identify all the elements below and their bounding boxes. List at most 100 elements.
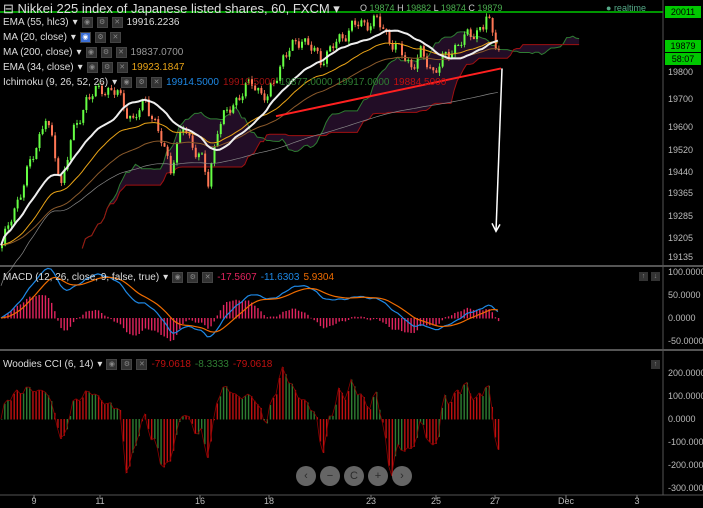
cci-histogram-bar xyxy=(416,419,419,438)
pane-up-button[interactable]: ↑ xyxy=(651,360,660,369)
candle xyxy=(132,115,135,118)
candle xyxy=(322,63,325,66)
cci-line xyxy=(0,365,499,476)
pane-up-button[interactable]: ↑ xyxy=(639,272,648,281)
cci-histogram-bar xyxy=(488,385,490,420)
cci-histogram-bar xyxy=(297,397,300,420)
candle xyxy=(372,15,375,27)
gear-icon[interactable]: ⚙ xyxy=(136,77,148,88)
macd-histogram-bar xyxy=(263,315,265,319)
candle xyxy=(416,57,419,69)
cci-histogram-bar xyxy=(222,387,225,420)
zoom-in-button[interactable]: + xyxy=(368,466,388,486)
candle xyxy=(194,147,197,158)
cci-histogram-bar xyxy=(235,393,237,420)
eye-icon[interactable]: ◉ xyxy=(79,32,91,43)
macd-axis-label: -50.0000 xyxy=(668,336,703,346)
eye-icon[interactable]: ◉ xyxy=(81,17,93,28)
cci-histogram-bar xyxy=(176,419,178,435)
close-icon[interactable]: ✕ xyxy=(111,17,123,28)
candle xyxy=(213,146,216,164)
legend-ichimoku[interactable]: Ichimoku (9, 26, 52, 26) ▾ ◉ ⚙ ✕ 19914.500… xyxy=(3,77,447,88)
macd-histogram-bar xyxy=(147,318,150,330)
time-axis-label: 11 xyxy=(95,496,105,506)
close-icon[interactable]: ✕ xyxy=(136,359,148,370)
cci-histogram-bar xyxy=(66,419,69,430)
macd-histogram-bar xyxy=(316,318,319,323)
candle xyxy=(294,40,297,42)
eye-icon[interactable]: ◉ xyxy=(121,77,133,88)
close-icon[interactable]: ✕ xyxy=(115,47,127,58)
macd-histogram-bar xyxy=(279,314,281,319)
close-icon[interactable]: ✕ xyxy=(151,77,163,88)
candle xyxy=(429,67,432,69)
macd-histogram-bar xyxy=(476,309,478,319)
cci-histogram-bar xyxy=(216,403,219,420)
gear-icon[interactable]: ⚙ xyxy=(94,32,106,43)
gear-icon[interactable]: ⚙ xyxy=(101,62,113,73)
candle xyxy=(360,20,363,27)
gear-icon[interactable]: ⚙ xyxy=(121,359,133,370)
macd-histogram-bar xyxy=(329,318,331,326)
reset-chart-button[interactable]: C xyxy=(344,466,364,486)
close-icon[interactable]: ✕ xyxy=(109,32,121,43)
macd-histogram-bar xyxy=(216,315,219,319)
candle xyxy=(357,24,360,27)
eye-icon[interactable]: ◉ xyxy=(86,62,98,73)
legend-ema34[interactable]: EMA (34, close) ▾ ◉ ⚙ ✕ 19923.1847 xyxy=(3,62,185,73)
eye-icon[interactable]: ◉ xyxy=(106,359,118,370)
macd-histogram-bar xyxy=(394,318,397,330)
legend-macd[interactable]: MACD (12, 26, close, 9, false, true) ▾ ◉… xyxy=(3,272,335,283)
macd-histogram-bar xyxy=(379,318,381,321)
candle xyxy=(166,146,169,156)
symbol-title[interactable]: ⊟ Nikkei 225 index of Japanese listed sh… xyxy=(3,1,340,16)
collapse-icon[interactable]: ⊟ xyxy=(3,1,18,16)
macd-histogram-bar xyxy=(76,318,78,320)
cci-histogram-bar xyxy=(35,391,37,420)
candle xyxy=(319,51,322,66)
macd-histogram-bar xyxy=(407,318,409,333)
macd-histogram-bar xyxy=(138,318,140,334)
macd-histogram-bar xyxy=(110,318,112,320)
candle xyxy=(47,120,50,126)
cci-histogram-bar xyxy=(419,419,422,422)
macd-histogram-bar xyxy=(282,311,284,319)
legend-ma200[interactable]: MA (200, close) ▾ ◉ ⚙ ✕ 19837.0700 xyxy=(3,47,184,58)
macd-histogram-bar xyxy=(297,310,300,319)
candle xyxy=(344,38,347,42)
cci-histogram-bar xyxy=(147,419,150,430)
time-axis-label: 18 xyxy=(263,496,275,506)
pane-down-button[interactable]: ↓ xyxy=(651,272,660,281)
gear-icon[interactable]: ⚙ xyxy=(187,272,199,283)
cci-histogram-bar xyxy=(163,419,165,468)
macd-histogram-bar xyxy=(235,299,237,319)
zoom-out-button[interactable]: − xyxy=(320,466,340,486)
eye-icon[interactable]: ◉ xyxy=(85,47,97,58)
cci-histogram-bar xyxy=(107,403,109,420)
close-icon[interactable]: ✕ xyxy=(202,272,214,283)
cci-histogram-bar xyxy=(497,419,500,450)
cci-histogram-bar xyxy=(29,387,31,420)
candle xyxy=(141,99,144,111)
close-icon[interactable]: ✕ xyxy=(116,62,128,73)
cci-histogram-bar xyxy=(129,419,131,467)
legend-cci[interactable]: Woodies CCI (6, 14) ▾ ◉ ⚙ ✕ -79.0618 -8.333… xyxy=(3,359,273,370)
cci-histogram-bar xyxy=(101,400,103,420)
candle xyxy=(479,27,482,31)
candle xyxy=(1,245,3,249)
macd-histogram-bar xyxy=(369,318,372,321)
scroll-right-button[interactable]: › xyxy=(392,466,412,486)
cci-histogram-bar xyxy=(241,398,244,420)
eye-icon[interactable]: ◉ xyxy=(172,272,184,283)
candle xyxy=(232,105,235,113)
candle xyxy=(72,124,75,141)
legend-ma20[interactable]: MA (20, close) ▾ ◉ ⚙ ✕ xyxy=(3,32,121,43)
legend-ema55[interactable]: EMA (55, hlc3) ▾ ◉ ⚙ ✕ 19916.2236 xyxy=(3,17,180,28)
gear-icon[interactable]: ⚙ xyxy=(96,17,108,28)
cci-histogram-bar xyxy=(426,419,428,439)
gear-icon[interactable]: ⚙ xyxy=(100,47,112,58)
candle xyxy=(216,134,219,147)
scroll-left-button[interactable]: ‹ xyxy=(296,466,316,486)
macd-histogram-bar xyxy=(79,317,81,319)
